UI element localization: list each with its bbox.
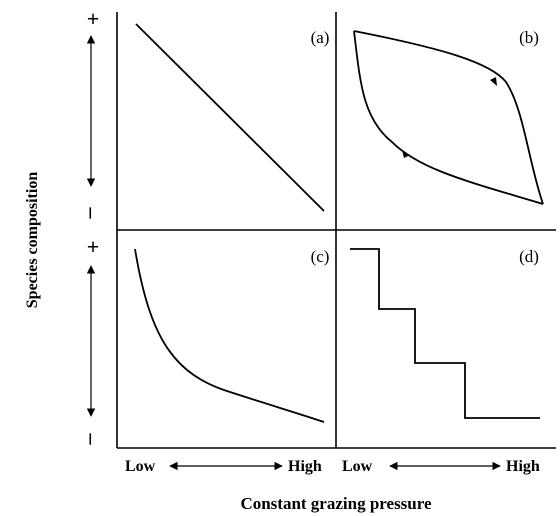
x-low-label-right: Low — [342, 458, 373, 475]
x-low-label-left: Low — [125, 458, 156, 475]
y-bottom-sign-lower: – — [80, 433, 105, 446]
panel-a-label: (a) — [311, 28, 330, 47]
panel-b-return-arrow — [490, 77, 497, 86]
panel-b-upper-curve — [353, 30, 544, 205]
y-top-sign-upper: + — [87, 6, 100, 31]
x-axis-label: Constant grazing pressure — [240, 494, 432, 513]
panel-b-lower-curve — [353, 30, 544, 205]
panel-b: (b) — [353, 28, 544, 205]
panel-c-label: (c) — [311, 247, 330, 266]
panel-a: (a) — [135, 23, 330, 212]
panel-d-curve — [350, 248, 540, 419]
x-high-label-right: High — [506, 458, 540, 475]
y-top-sign-lower: + — [87, 234, 100, 259]
panel-grid — [116, 12, 556, 449]
panel-c-curve — [134, 248, 325, 423]
y-bottom-sign-upper: – — [80, 207, 105, 220]
y-axis-label: Species composition — [24, 172, 41, 309]
panel-d: (d) — [350, 247, 540, 419]
panel-c: (c) — [134, 247, 330, 423]
panel-d-label: (d) — [519, 247, 539, 266]
panel-a-curve — [135, 23, 325, 212]
x-high-label-left: High — [288, 458, 322, 475]
panel-b-forward-arrow — [402, 150, 410, 158]
panel-b-label: (b) — [519, 28, 539, 47]
